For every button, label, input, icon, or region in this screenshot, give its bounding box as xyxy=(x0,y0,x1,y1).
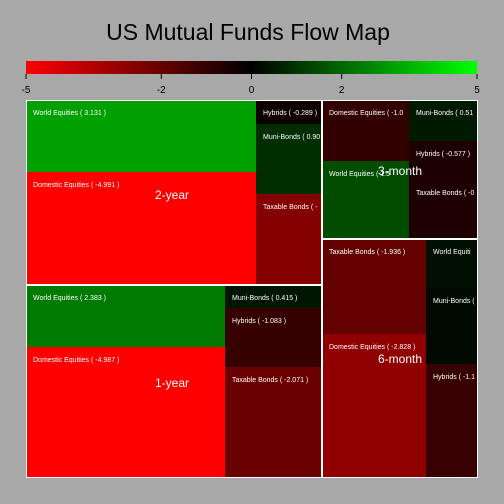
cell-1-year-muni-bonds xyxy=(225,285,322,308)
group-border-1-year xyxy=(26,285,322,478)
cell-label-1-year-taxable-bonds: Taxable Bonds ( -2.071 ) xyxy=(232,377,308,384)
cell-label-1-year-muni-bonds: Muni-Bonds ( 0.415 ) xyxy=(232,295,297,302)
cell-6-month-hybrids xyxy=(426,364,478,478)
cell-2-year-domestic-equities xyxy=(26,172,256,285)
colorbar-tick-label: 2 xyxy=(339,85,345,96)
cell-6-month-taxable-bonds xyxy=(322,239,426,334)
cell-label-1-year-hybrids: Hybrids ( -1.083 ) xyxy=(232,318,286,325)
cell-label-1-year-domestic-equities: Domestic Equities ( -4.987 ) xyxy=(33,357,119,364)
group-6-month: Taxable Bonds ( -1.936 ) Domestic Equitie… xyxy=(322,239,478,478)
group-label-1-year: 1-year xyxy=(155,376,189,390)
cell-1-year-taxable-bonds xyxy=(225,367,322,478)
group-3-month: Domestic Equities ( -1.0 Muni-Bonds ( 0.5… xyxy=(322,100,478,239)
cell-1-year-world-equities xyxy=(26,285,225,347)
cell-label-6-month-world-equities: World Equiti xyxy=(433,249,471,256)
cell-6-month-world-equities xyxy=(426,239,478,288)
group-border-3-month xyxy=(322,100,478,239)
cell-3-month-taxable-bonds xyxy=(409,180,478,239)
cell-2-year-world-equities xyxy=(26,100,256,172)
cell-label-6-month-domestic-equities: Domestic Equities ( -2.828 ) xyxy=(329,344,415,351)
cell-label-2-year-domestic-equities: Domestic Equities ( -4.991 ) xyxy=(33,182,119,189)
cell-3-month-hybrids xyxy=(409,141,478,180)
cell-label-1-year-world-equities: World Equities ( 2.383 ) xyxy=(33,295,106,302)
cell-3-month-world-equities xyxy=(322,161,409,239)
group-labels: 2-year 1-year 3-month 6-month xyxy=(155,164,422,390)
cell-label-3-month-domestic-equities: Domestic Equities ( -1.0 xyxy=(329,110,403,117)
group-border-2-year xyxy=(26,100,322,285)
cell-label-2-year-hybrids: Hybrids ( -0.289 ) xyxy=(263,110,317,117)
cell-label-6-month-hybrids: Hybrids ( -1.1 xyxy=(433,374,475,381)
group-2-year: World Equities ( 3.131 ) Domestic Equitie… xyxy=(26,100,322,285)
chart-title: US Mutual Funds Flow Map xyxy=(106,19,390,45)
colorbar-tick-label: -5 xyxy=(22,85,31,96)
cell-2-year-muni-bonds xyxy=(256,124,322,194)
cell-6-month-domestic-equities xyxy=(322,334,426,478)
cell-label-3-month-muni-bonds: Muni-Bonds ( 0.51 xyxy=(416,110,473,117)
colorbar-tick-label: -2 xyxy=(157,85,166,96)
treemap-cells: World Equities ( 3.131 ) Domestic Equitie… xyxy=(26,100,478,478)
group-label-6-month: 6-month xyxy=(378,352,422,366)
colorbar: -5 -2 0 2 5 xyxy=(22,61,480,96)
group-border-6-month xyxy=(322,239,478,478)
cell-3-month-muni-bonds xyxy=(409,100,478,141)
cell-label-6-month-muni-bonds: Muni-Bonds ( xyxy=(433,298,475,305)
cell-label-2-year-taxable-bonds: Taxable Bonds ( - xyxy=(263,204,318,211)
cell-label-3-month-world-equities: World Equities ( 1.5 xyxy=(329,171,390,178)
cell-2-year-taxable-bonds xyxy=(256,194,322,285)
cell-label-2-year-world-equities: World Equities ( 3.131 ) xyxy=(33,110,106,117)
cell-label-3-month-taxable-bonds: Taxable Bonds ( -0 xyxy=(416,190,474,197)
cell-2-year-hybrids xyxy=(256,100,322,124)
cell-label-3-month-hybrids: Hybrids ( -0.577 ) xyxy=(416,151,470,158)
colorbar-gradient xyxy=(26,61,477,74)
group-label-2-year: 2-year xyxy=(155,188,189,202)
cell-label-6-month-taxable-bonds: Taxable Bonds ( -1.936 ) xyxy=(329,249,405,256)
group-1-year: World Equities ( 2.383 ) Domestic Equitie… xyxy=(26,285,322,478)
cell-label-2-year-muni-bonds: Muni-Bonds ( 0.90 xyxy=(263,134,320,141)
cell-1-year-domestic-equities xyxy=(26,347,225,478)
cell-6-month-muni-bonds xyxy=(426,288,478,364)
cell-3-month-domestic-equities xyxy=(322,100,409,161)
colorbar-tick-label: 0 xyxy=(249,85,255,96)
cell-1-year-hybrids xyxy=(225,308,322,367)
colorbar-tick-label: 5 xyxy=(474,85,480,96)
group-label-3-month: 3-month xyxy=(378,164,422,178)
